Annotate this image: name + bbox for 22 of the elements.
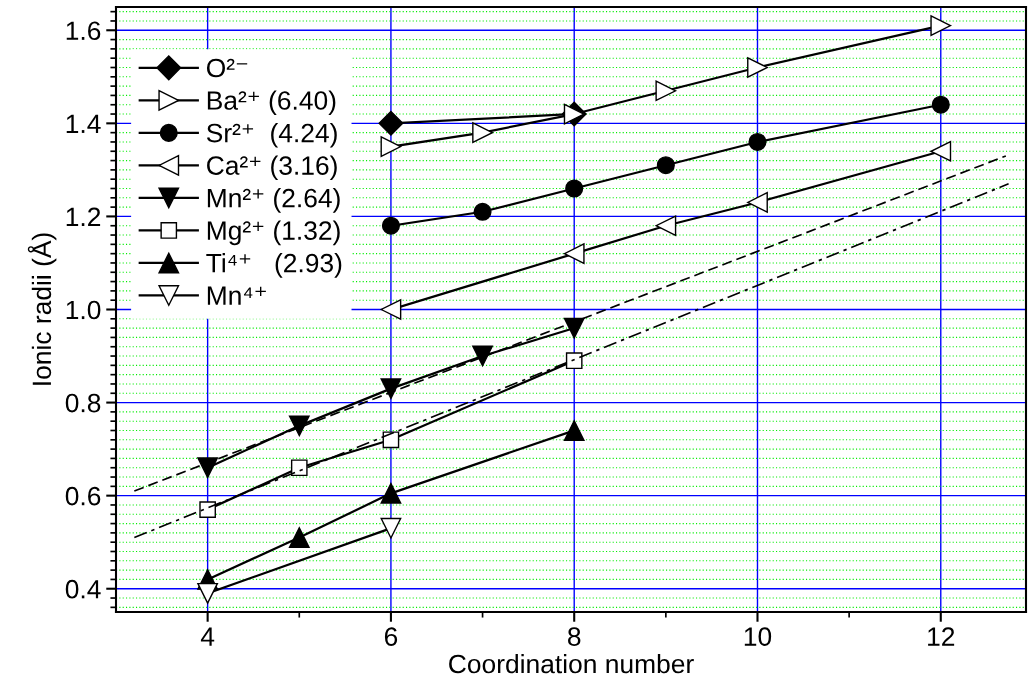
y-tick-label: 0.4 <box>65 579 101 599</box>
legend-label: Ba²⁺ (6.40) <box>207 90 336 116</box>
x-tick-label: 10 <box>744 627 772 646</box>
legend-label: Ca²⁺ (3.16) <box>207 155 337 181</box>
x-axis-title: Coordination number <box>449 653 694 674</box>
y-tick-label: 1.0 <box>66 300 101 320</box>
legend-label: Ti⁴⁺ (2.93) <box>206 253 342 278</box>
legend-label: Mn²⁺ (2.64) <box>207 188 340 213</box>
x-tick-label: 6 <box>384 627 398 646</box>
y-tick-label: 1.2 <box>66 207 101 226</box>
legend-label: Mg²⁺ (1.32) <box>207 220 340 246</box>
x-tick-label: 12 <box>928 627 955 646</box>
y-tick-label: 0.8 <box>65 393 101 413</box>
y-tick-label: 0.6 <box>65 486 101 506</box>
legend-label: O²⁻ <box>206 58 248 78</box>
y-axis-title: Ionic radii (Å) <box>27 233 57 385</box>
y-tick-label: 1.4 <box>66 114 101 133</box>
legend-label: Mn⁴⁺ <box>207 286 266 305</box>
y-tick-label: 1.6 <box>66 21 101 41</box>
x-tick-label: 8 <box>568 627 581 646</box>
legend-label: Sr²⁺ (4.24) <box>206 123 337 148</box>
x-tick-label: 4 <box>200 627 215 646</box>
